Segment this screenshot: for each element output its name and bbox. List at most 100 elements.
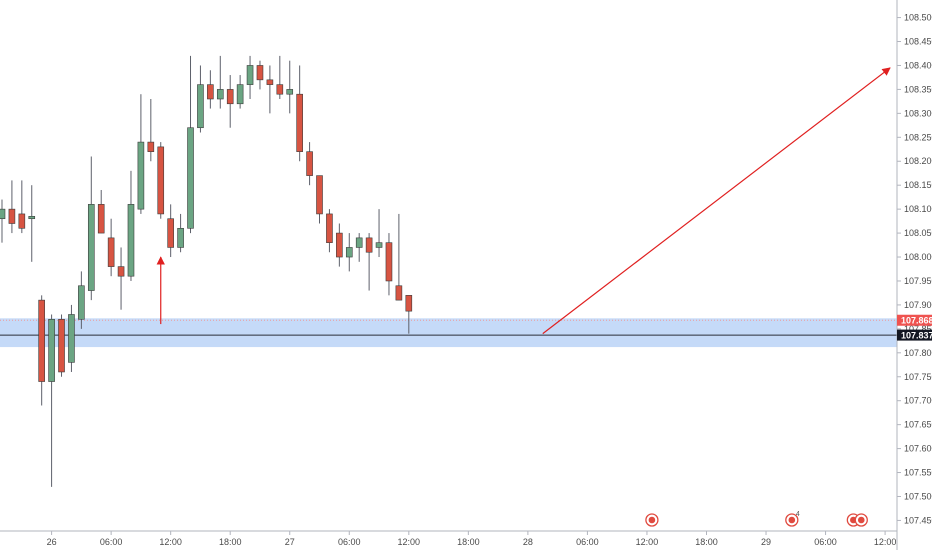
candle-body [68,314,75,363]
candle-body [157,146,165,215]
candle [157,142,165,219]
candle [8,180,16,234]
price-tick-label: 107.650 [904,420,932,430]
candle-body [0,208,6,220]
candle [355,233,363,262]
candle [365,233,373,291]
candle-body [127,204,135,277]
price-tick-label: 107.600 [904,444,932,454]
candle-body [117,266,125,277]
candle [147,98,155,162]
price-tick-label: 107.450 [904,515,932,525]
candle-body [226,89,234,105]
time-tick-label: 29 [761,537,771,547]
candle-body [345,247,353,258]
price-tick-label: 107.950 [904,276,932,286]
price-axis[interactable]: 108.500 108.450 108.400 108.350 108.300 108.2… [896,0,932,550]
price-tick-label: 108.050 [904,228,932,238]
candle [236,75,244,109]
candle [177,213,184,253]
candle-body [107,237,115,267]
candle [385,233,393,296]
candle [97,189,105,234]
candle [375,209,383,258]
candle [117,247,125,310]
price-badge-bg [897,314,932,326]
time-tick-label: 28 [523,537,533,547]
time-tick-label: 12:00 [636,537,659,547]
candle-body [266,79,274,85]
candle [197,65,204,133]
candle-body [316,175,323,215]
candle [127,170,135,281]
candle [345,233,353,272]
candle-body [375,242,383,248]
candle [226,75,234,128]
event-markers-layer: 4 [645,511,868,527]
candle [68,304,75,372]
candle [38,295,45,406]
candle [296,65,303,162]
event-marker-count: 4 [796,511,800,518]
price-badge-text: 107.868 [901,316,932,326]
candle [187,55,194,234]
price-tick-label: 107.700 [904,396,932,406]
candle [28,185,36,262]
projection-arrow-annotation [542,67,891,335]
candle [405,295,413,334]
price-tick-label: 107.800 [904,348,932,358]
candles-layer [0,55,413,487]
candle-body [336,232,343,258]
price-tick-label: 107.900 [904,300,932,310]
time-tick-label: 27 [285,537,295,547]
price-tick-label: 108.000 [904,252,932,262]
candle [48,314,55,487]
price-tick-label: 107.550 [904,468,932,478]
annotations-layer [156,67,891,335]
time-tick-label: 12:00 [398,537,421,547]
candle [167,204,174,258]
price-tick-label: 107.500 [904,491,932,501]
time-tick-label: 18:00 [457,537,480,547]
candle-body [187,127,194,229]
time-tick-label: 12:00 [159,537,182,547]
candle [137,94,145,214]
candle-body [395,285,403,301]
event-marker[interactable]: 4 [785,511,800,527]
candle [207,70,214,109]
candle [18,180,26,234]
candle-body [216,89,224,100]
time-tick-label: 06:00 [100,537,123,547]
candle [107,218,115,277]
candle-body [28,216,36,220]
time-tick-label: 06:00 [576,537,599,547]
time-tick-label: 26 [47,537,57,547]
candle-body [326,213,333,243]
event-marker-dot [788,516,796,524]
candle-body [137,141,145,210]
candle-body [286,89,294,95]
time-tick-label: 18:00 [219,537,242,547]
price-tick-label: 108.200 [904,156,932,166]
price-tick-label: 108.350 [904,84,932,94]
event-marker[interactable] [854,513,868,527]
event-marker-dot [648,516,656,524]
candle [276,55,284,99]
candle-body [147,141,155,152]
candle-body [38,299,45,382]
price-tick-label: 108.300 [904,108,932,118]
price-tick-label: 108.450 [904,37,932,47]
price-tick-label: 107.750 [904,372,932,382]
candle [306,142,313,186]
candle [246,55,254,99]
price-tick-label: 108.500 [904,13,932,23]
candle-body [177,227,184,248]
candle [266,65,274,114]
event-marker[interactable] [645,513,659,527]
candle [256,60,264,90]
time-axis[interactable]: 26 06:00 12:00 18:00 27 06:00 12:00 18:00 28 06:0… [0,530,897,547]
candle-body [365,237,373,253]
price-badge-bg [897,329,932,341]
